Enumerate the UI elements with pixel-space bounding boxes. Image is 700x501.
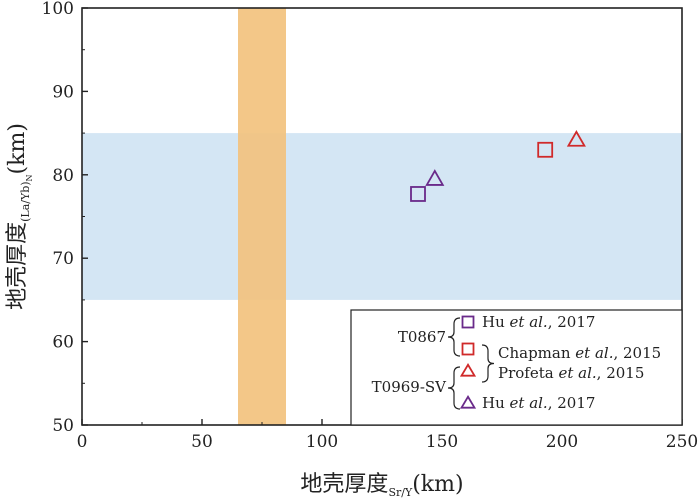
legend-etal: et al. — [510, 394, 548, 412]
x-axis-title-unit: (km) — [412, 472, 463, 497]
data-points — [410, 129, 586, 202]
legend-marker-triangle — [459, 394, 477, 409]
y-axis-title-main: 地壳厚度 — [5, 222, 30, 310]
y-axis-title: 地壳厚度(La/Yb)N(km) — [5, 123, 34, 310]
legend-group-t0867: T0867 — [398, 328, 446, 346]
legend-group-t0969-sv: T0969-SV — [372, 378, 448, 396]
y-tick-label: 60 — [52, 333, 74, 353]
legend-year: , 2017 — [548, 394, 596, 412]
legend-year: , 2015 — [613, 344, 661, 362]
legend-etal: et al. — [575, 344, 613, 362]
x-tick-label: 50 — [191, 432, 213, 452]
y-axis-title-sub: (La/Yb) — [19, 181, 32, 221]
vertical-band — [238, 8, 286, 425]
shaded-bands — [82, 8, 682, 425]
x-axis-ticks: 0 50 100 150 200 250 — [77, 419, 698, 452]
y-axis-title-unit: (km) — [5, 123, 30, 174]
y-tick-label: 80 — [52, 166, 74, 186]
legend-author: Hu — [482, 394, 510, 412]
legend-entry-label: Chapman et al., 2015 — [498, 344, 661, 362]
x-tick-label: 250 — [666, 432, 698, 452]
y-tick-label: 90 — [52, 82, 74, 102]
x-tick-label: 150 — [426, 432, 458, 452]
legend-author: Chapman — [498, 344, 575, 362]
legend-year: , 2017 — [548, 313, 596, 331]
legend-etal: et al. — [510, 313, 548, 331]
y-axis-title-sub2: N — [25, 174, 34, 181]
triangle-data-point — [425, 169, 445, 186]
legend-marker-triangle — [459, 362, 477, 377]
legend-year: , 2015 — [597, 364, 645, 382]
x-tick-label: 0 — [77, 432, 88, 452]
y-tick-label: 50 — [52, 416, 74, 436]
legend-author: Hu — [482, 313, 510, 331]
x-axis-title-main: 地壳厚度 — [300, 472, 388, 497]
legend-author: Profeta — [498, 364, 558, 382]
legend-marker-square — [461, 315, 475, 329]
y-tick-label: 100 — [42, 0, 74, 19]
legend-box — [350, 309, 683, 426]
x-axis-title-sub: Sr/Y — [388, 486, 413, 499]
legend-entry-label: Hu et al., 2017 — [482, 313, 595, 331]
legend-entry-label: Hu et al., 2017 — [482, 394, 595, 412]
y-tick-label: 70 — [52, 249, 74, 269]
legend-brace-t0867 — [447, 317, 461, 357]
x-tick-label: 200 — [546, 432, 578, 452]
legend-marker-square — [461, 342, 475, 356]
square-data-point — [410, 186, 426, 202]
legend-brace-t0969-sv — [447, 366, 461, 410]
legend-entry-label: Profeta et al., 2015 — [498, 364, 644, 382]
triangle-data-point — [566, 129, 586, 147]
square-data-point — [537, 141, 554, 158]
x-axis-title: 地壳厚度Sr/Y(km) — [300, 472, 463, 499]
horizontal-band — [82, 133, 682, 300]
legend-brace-middle — [481, 344, 495, 383]
legend-etal: et al. — [558, 364, 596, 382]
x-tick-label: 100 — [306, 432, 338, 452]
y-axis-ticks: 50 60 70 80 90 100 — [42, 0, 88, 436]
